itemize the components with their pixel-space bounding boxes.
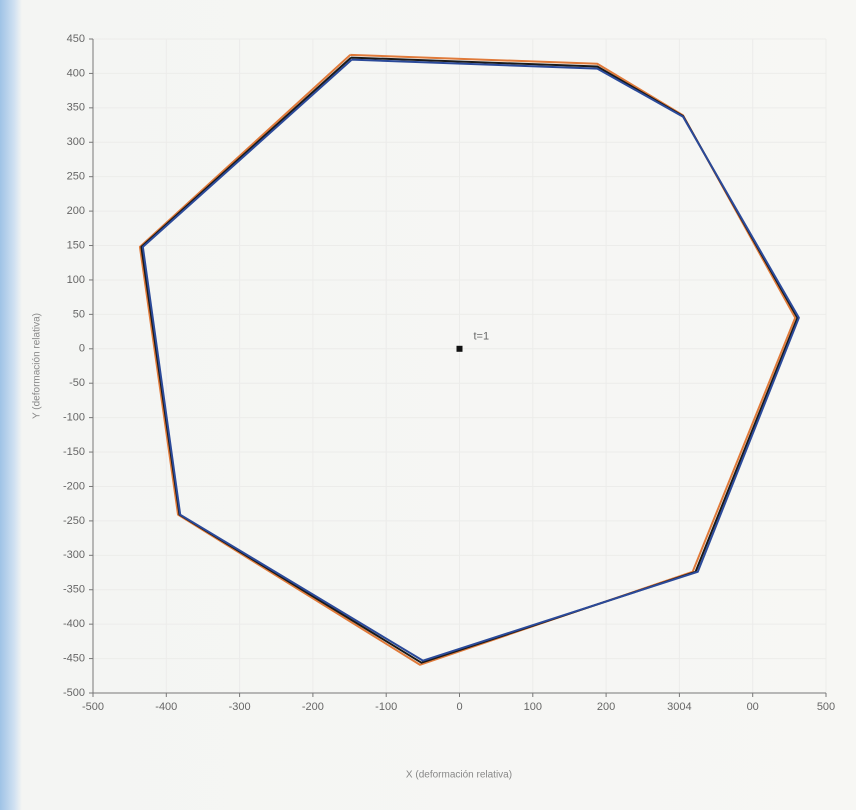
y-tick-label: 150 bbox=[67, 239, 85, 251]
y-tick-label: -250 bbox=[63, 515, 85, 527]
x-tick-label: -500 bbox=[82, 701, 104, 713]
x-axis-title: X (deformación relativa) bbox=[406, 770, 512, 781]
x-tick-label: 0 bbox=[456, 701, 462, 713]
y-tick-label: -500 bbox=[63, 687, 85, 699]
x-tick-label: -300 bbox=[229, 701, 251, 713]
annotation-marker bbox=[456, 345, 463, 352]
x-tick-label: 00 bbox=[747, 701, 759, 713]
y-tick-label: -400 bbox=[63, 618, 85, 630]
y-tick-label: 450 bbox=[67, 33, 85, 45]
y-tick-label: 350 bbox=[67, 102, 85, 114]
y-tick-label: -200 bbox=[63, 480, 85, 492]
x-tick-label: -100 bbox=[375, 701, 397, 713]
y-tick-label: 400 bbox=[67, 67, 85, 79]
x-tick-label: 500 bbox=[817, 701, 835, 713]
annotation: t=1 bbox=[474, 331, 490, 343]
y-tick-label: 250 bbox=[67, 171, 85, 183]
y-tick-label: -350 bbox=[63, 584, 85, 596]
y-tick-label: 300 bbox=[67, 136, 85, 148]
y-tick-label: -100 bbox=[63, 412, 85, 424]
y-tick-label: 0 bbox=[79, 343, 85, 355]
x-tick-label: 200 bbox=[597, 701, 615, 713]
y-axis-title: Y (deformación relativa) bbox=[32, 313, 43, 419]
y-tick-label: 100 bbox=[67, 274, 85, 286]
series-line bbox=[141, 58, 800, 662]
series-line bbox=[138, 53, 797, 666]
y-tick-label: -50 bbox=[69, 377, 85, 389]
y-tick-label: -150 bbox=[63, 446, 85, 458]
x-tick-label: 100 bbox=[524, 701, 542, 713]
y-tick-label: 50 bbox=[73, 308, 85, 320]
x-tick-label: -200 bbox=[302, 701, 324, 713]
y-tick-label: 200 bbox=[67, 205, 85, 217]
y-tick-label: -450 bbox=[63, 652, 85, 664]
x-tick-label: 3004 bbox=[667, 701, 691, 713]
x-tick-label: -400 bbox=[155, 701, 177, 713]
y-tick-label: -300 bbox=[63, 549, 85, 561]
